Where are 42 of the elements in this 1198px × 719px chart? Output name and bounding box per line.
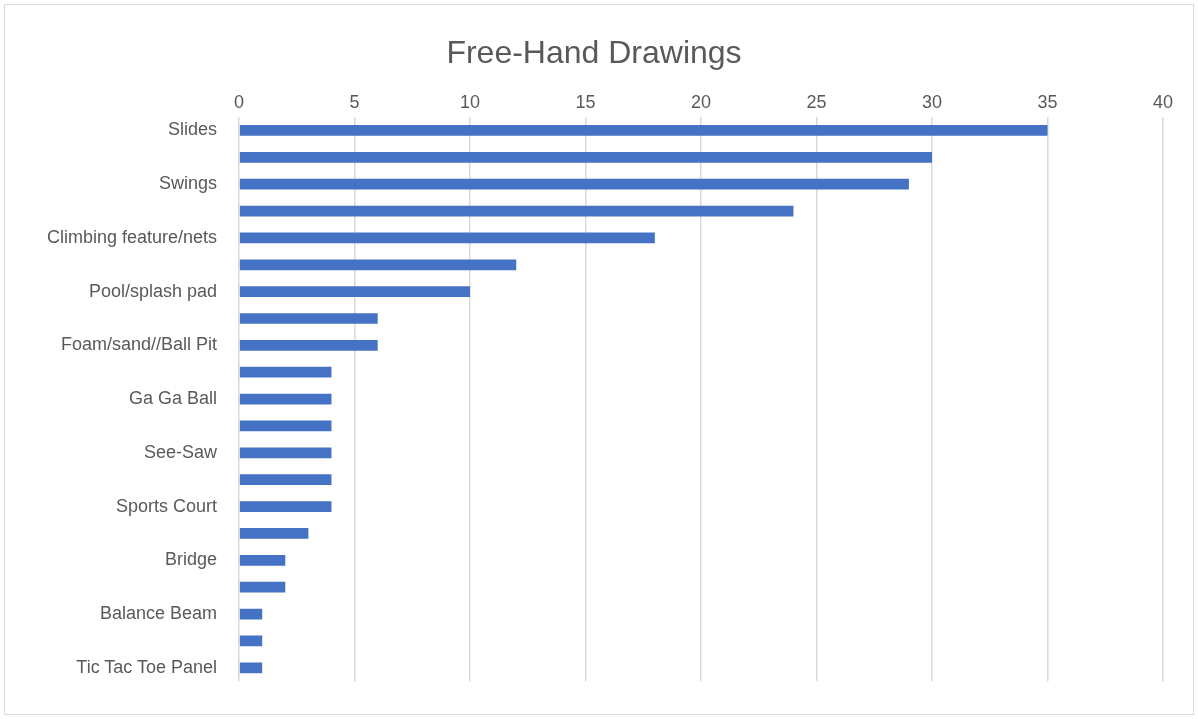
x-tick-label: 20	[691, 92, 712, 113]
y-tick-label: Balance Beam	[100, 603, 218, 623]
bar	[239, 474, 332, 486]
bar	[239, 259, 517, 271]
y-tick-label: Pool/splash pad	[88, 280, 218, 301]
bar	[239, 205, 794, 217]
bar	[239, 393, 332, 405]
y-tick-label: Bridge	[165, 549, 218, 570]
bar	[239, 554, 286, 566]
bar	[239, 635, 263, 647]
x-tick-label: 5	[349, 92, 360, 113]
bar	[239, 232, 655, 244]
x-tick-label: 15	[575, 92, 596, 113]
y-tick-label: Climbing feature/nets	[46, 226, 218, 247]
bar	[239, 528, 309, 539]
y-tick-label: Swings	[159, 173, 218, 194]
bar	[239, 178, 909, 190]
y-tick-label: Ga Ga Ball	[129, 388, 218, 409]
chart-title: Free-Hand Drawings	[446, 34, 742, 71]
x-tick-label: 0	[234, 92, 245, 113]
bar	[239, 501, 332, 512]
y-tick-label: See-Saw	[144, 441, 219, 462]
bar	[239, 662, 263, 674]
x-tick-label: 40	[1152, 92, 1174, 113]
bar	[239, 313, 378, 324]
bar	[239, 366, 332, 378]
x-tick-label: 35	[1037, 92, 1058, 113]
bar	[239, 420, 332, 432]
bar	[239, 447, 332, 459]
x-tick-label: 10	[460, 92, 481, 113]
x-tick-label: 30	[922, 92, 943, 113]
y-tick-label: Slides	[168, 119, 218, 140]
bar	[239, 339, 378, 351]
bar	[239, 608, 263, 620]
bar	[239, 125, 1048, 136]
bar	[239, 151, 933, 163]
y-tick-label: Tic Tac Toe Panel	[76, 656, 218, 677]
x-tick-label: 25	[806, 92, 827, 113]
bar	[239, 286, 471, 298]
y-tick-label: Foam/sand//Ball Pit	[61, 334, 218, 355]
bar	[239, 581, 286, 593]
y-tick-label: Sports Court	[116, 495, 218, 516]
